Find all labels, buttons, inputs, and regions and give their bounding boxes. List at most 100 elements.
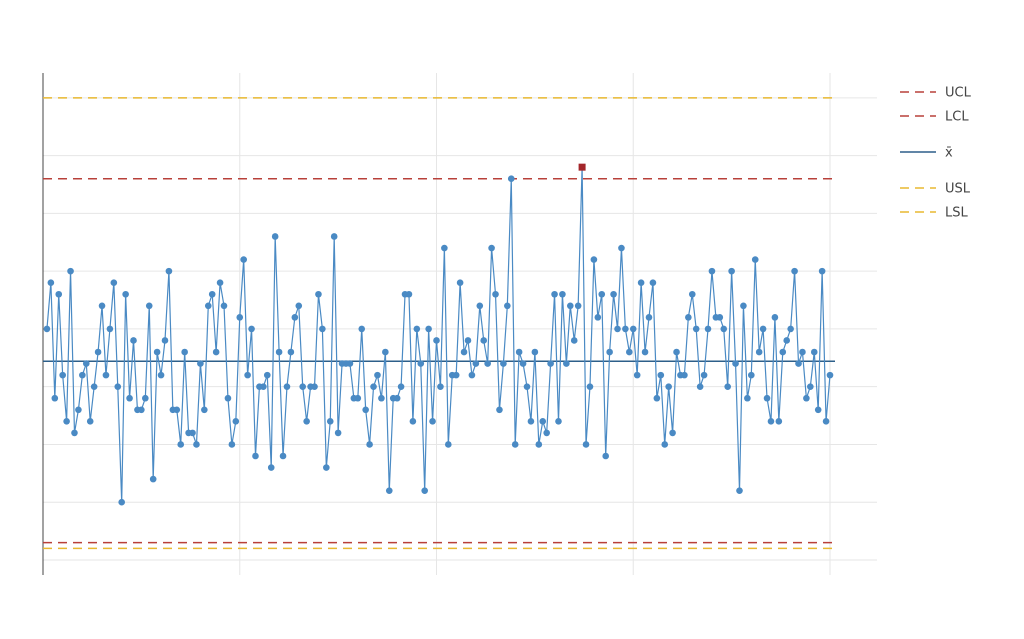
data-point: [496, 406, 503, 414]
data-point: [716, 314, 724, 321]
data-point: [248, 325, 255, 333]
legend-label: LSL: [945, 206, 968, 221]
data-point: [303, 418, 310, 425]
data-point: [720, 325, 728, 333]
data-point: [799, 348, 806, 356]
data-point: [464, 337, 472, 344]
data-point: [488, 244, 495, 252]
data-point: [759, 325, 767, 333]
data-point: [700, 371, 708, 379]
data-point: [452, 371, 460, 379]
data-point: [779, 348, 787, 356]
data-point: [334, 429, 342, 437]
data-point: [279, 452, 287, 460]
data-point: [791, 267, 798, 275]
data-point: [220, 302, 228, 310]
data-point: [566, 302, 574, 310]
data-point: [67, 267, 74, 275]
data-point: [90, 383, 98, 390]
data-point: [173, 406, 181, 414]
data-point: [692, 325, 700, 333]
data-point: [417, 360, 425, 367]
legend-label: USL: [945, 182, 971, 197]
data-point: [507, 175, 515, 183]
data-point: [157, 371, 165, 379]
data-point: [732, 360, 739, 367]
data-point: [224, 394, 232, 402]
data-point: [287, 348, 295, 356]
data-point: [271, 233, 279, 240]
data-point: [385, 487, 393, 494]
data-point: [685, 314, 692, 321]
data-point: [149, 475, 157, 483]
data-point: [500, 360, 507, 367]
data-point: [197, 360, 204, 367]
data-point: [492, 290, 499, 298]
data-point: [606, 348, 613, 356]
data-point: [673, 348, 680, 356]
data-point: [275, 348, 283, 356]
data-point: [267, 464, 275, 471]
data-point: [323, 464, 330, 471]
data-point: [665, 383, 672, 390]
data-point: [382, 348, 389, 356]
data-point: [807, 383, 814, 390]
data-point: [138, 406, 145, 414]
data-point: [110, 279, 118, 286]
data-point: [236, 314, 244, 321]
data-point: [669, 429, 676, 437]
legend-label: x̄: [945, 146, 953, 161]
data-point: [260, 383, 267, 390]
data-point: [515, 348, 523, 356]
data-point: [228, 441, 236, 448]
data-point: [153, 348, 161, 356]
data-point: [299, 383, 307, 390]
data-point: [118, 498, 125, 506]
data-point: [767, 418, 775, 425]
data-point: [661, 441, 669, 448]
data-point: [822, 418, 830, 425]
data-point: [330, 233, 338, 240]
data-point: [598, 290, 606, 298]
data-point: [539, 418, 547, 425]
data-point: [291, 314, 299, 321]
data-point: [696, 383, 704, 390]
data-point: [75, 406, 82, 414]
data-point: [586, 383, 594, 390]
data-point: [826, 371, 834, 379]
data-point: [315, 290, 322, 298]
data-point: [161, 337, 169, 344]
data-point: [476, 302, 484, 310]
data-point: [755, 348, 763, 356]
data-point: [637, 279, 645, 286]
data-point: [114, 383, 122, 390]
data-point: [126, 394, 133, 402]
data-point: [728, 267, 735, 275]
data-point: [142, 394, 149, 402]
data-point: [633, 371, 641, 379]
data-point: [618, 244, 625, 252]
data-point: [405, 290, 413, 298]
data-point: [704, 325, 712, 333]
data-point: [63, 418, 70, 425]
data-point: [748, 371, 755, 379]
data-point: [649, 279, 657, 286]
data-point: [82, 360, 90, 367]
data-point: [472, 360, 480, 367]
data-point: [751, 256, 759, 263]
data-point: [165, 267, 173, 275]
data-point: [181, 348, 188, 356]
data-point: [688, 290, 696, 298]
data-point: [531, 348, 539, 356]
data-point: [397, 383, 405, 390]
data-point: [763, 394, 771, 402]
data-point: [193, 441, 200, 448]
data-line: [46, 167, 831, 503]
data-point: [484, 360, 491, 367]
data-point: [208, 290, 216, 298]
out-of-control-point: [578, 163, 586, 171]
data-point: [570, 337, 578, 344]
data-point: [657, 371, 665, 379]
data-point: [433, 337, 440, 344]
